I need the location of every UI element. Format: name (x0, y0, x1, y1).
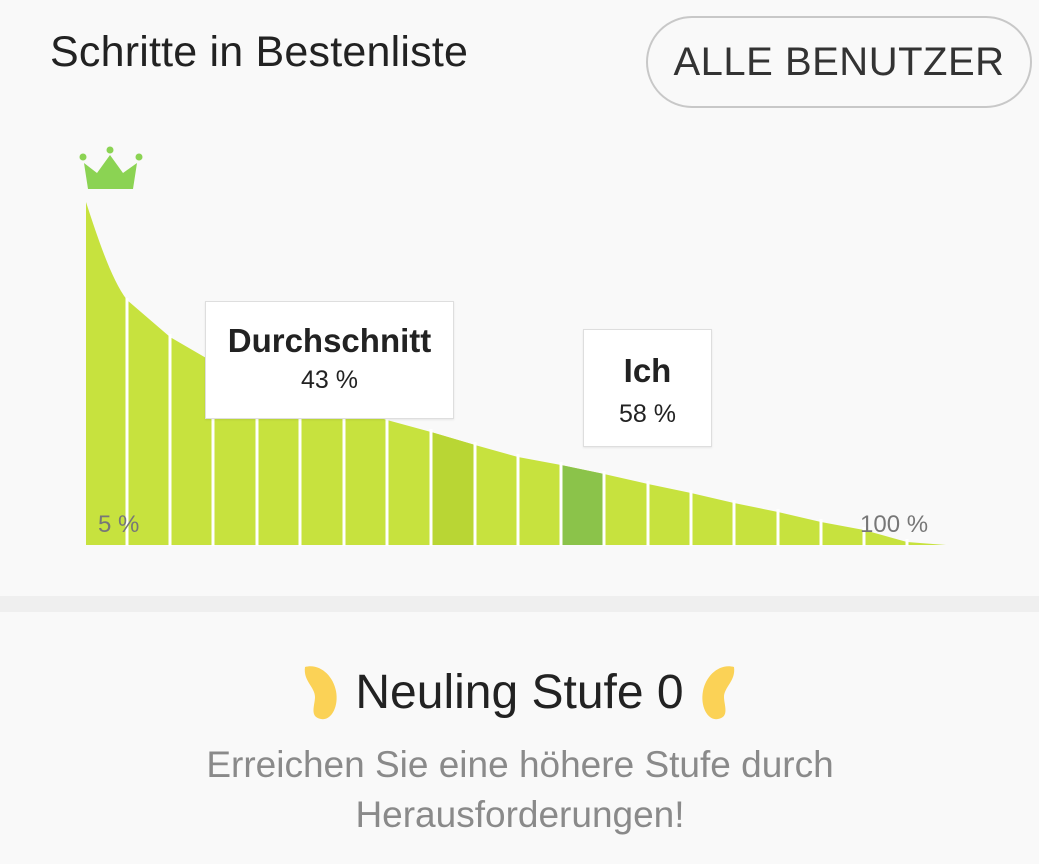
me-value: 58 % (619, 400, 676, 428)
average-value: 43 % (301, 366, 358, 394)
all-users-button[interactable]: ALLE BENUTZER (646, 16, 1032, 108)
section-divider (0, 596, 1039, 612)
level-hint: Erreichen Sie eine höhere Stufe durch He… (120, 740, 920, 840)
me-label: Ich (623, 352, 672, 389)
leaderboard-chart (79, 146, 946, 546)
average-bar (431, 432, 475, 545)
level-hint-line1: Erreichen Sie eine höhere Stufe durch (206, 744, 834, 785)
axis-end-label: 100 % (860, 511, 929, 538)
axis-start-label: 5 % (98, 511, 140, 538)
me-bar (561, 465, 604, 545)
page-title: Schritte in Bestenliste (50, 28, 469, 76)
left-wing-icon (305, 666, 338, 720)
level-hint-line2: Herausforderungen! (355, 794, 685, 835)
crown-icon (79, 146, 143, 189)
average-label: Durchschnitt (227, 322, 432, 359)
me-tooltip: Ich 58 % (583, 329, 712, 447)
level-card (0, 612, 1039, 864)
level-title: Neuling Stufe 0 (355, 665, 684, 719)
level-row: Neuling Stufe 0 (0, 652, 1039, 732)
average-tooltip: Durchschnitt 43 % (205, 301, 454, 419)
right-wing-icon (701, 666, 734, 720)
